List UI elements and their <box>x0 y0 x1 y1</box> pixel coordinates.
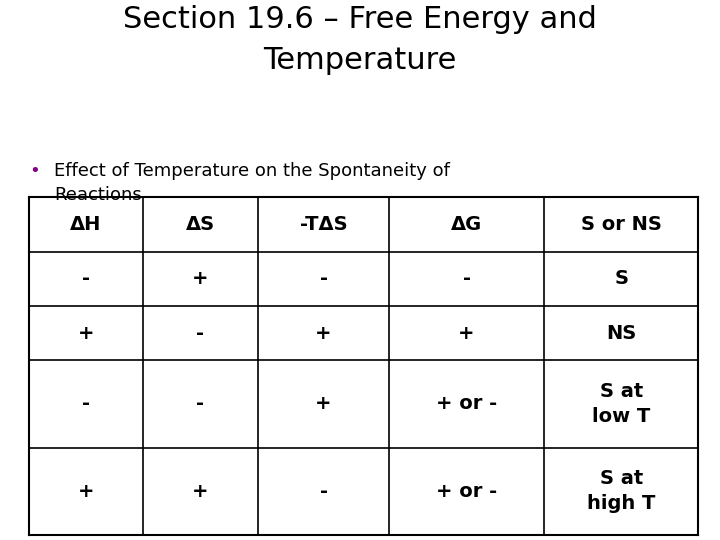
Text: +: + <box>315 394 332 414</box>
Text: -: - <box>197 394 204 414</box>
Text: + or -: + or - <box>436 394 498 414</box>
Text: Reactions: Reactions <box>54 186 142 204</box>
Text: Section 19.6 – Free Energy and
Temperature: Section 19.6 – Free Energy and Temperatu… <box>123 5 597 75</box>
Text: -: - <box>320 482 328 501</box>
Text: +: + <box>459 323 475 343</box>
Text: Effect of Temperature on the Spontaneity of: Effect of Temperature on the Spontaneity… <box>54 162 450 180</box>
Text: S at
low T: S at low T <box>592 382 650 426</box>
Text: -: - <box>82 269 90 288</box>
Text: S: S <box>614 269 628 288</box>
Text: -: - <box>82 394 90 414</box>
Text: -: - <box>320 269 328 288</box>
Text: ΔG: ΔG <box>451 215 482 234</box>
Text: -: - <box>197 323 204 343</box>
Text: ΔH: ΔH <box>71 215 102 234</box>
Text: •: • <box>29 162 40 180</box>
Text: -TΔS: -TΔS <box>300 215 347 234</box>
Text: +: + <box>78 482 94 501</box>
Text: -: - <box>463 269 471 288</box>
Text: S or NS: S or NS <box>581 215 662 234</box>
Text: NS: NS <box>606 323 636 343</box>
Text: ΔS: ΔS <box>186 215 215 234</box>
Text: +: + <box>78 323 94 343</box>
Text: +: + <box>192 269 209 288</box>
Text: +: + <box>315 323 332 343</box>
Text: +: + <box>192 482 209 501</box>
Text: + or -: + or - <box>436 482 498 501</box>
Text: S at
high T: S at high T <box>587 469 655 513</box>
